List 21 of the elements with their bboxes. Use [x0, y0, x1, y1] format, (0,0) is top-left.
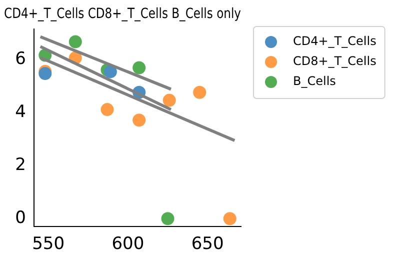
point: [68, 35, 82, 48]
point: [132, 114, 146, 127]
point: [132, 61, 146, 74]
point: [161, 212, 174, 226]
point: [223, 212, 236, 226]
y-tick-label: 2: [15, 155, 26, 176]
y-tick-label: 4: [15, 102, 26, 122]
x-tick-label: 600: [112, 234, 144, 254]
point: [38, 67, 52, 80]
x-tick-label: 650: [191, 234, 224, 254]
legend-label: B_Cells: [293, 74, 336, 88]
x-tick-label: 550: [32, 234, 65, 254]
point: [193, 86, 206, 99]
point: [100, 103, 114, 116]
legend-label: CD8+_T_Cells: [293, 54, 376, 68]
point: [162, 94, 176, 107]
y-tick-label: 0: [15, 208, 26, 228]
point: [104, 65, 117, 78]
legend-label: CD4+_T_Cells: [293, 34, 376, 48]
y-tick-label: 6: [15, 49, 26, 70]
chart-title: CD4+_T_Cells CD8+_T_Cells B_Cells only: [4, 6, 242, 22]
